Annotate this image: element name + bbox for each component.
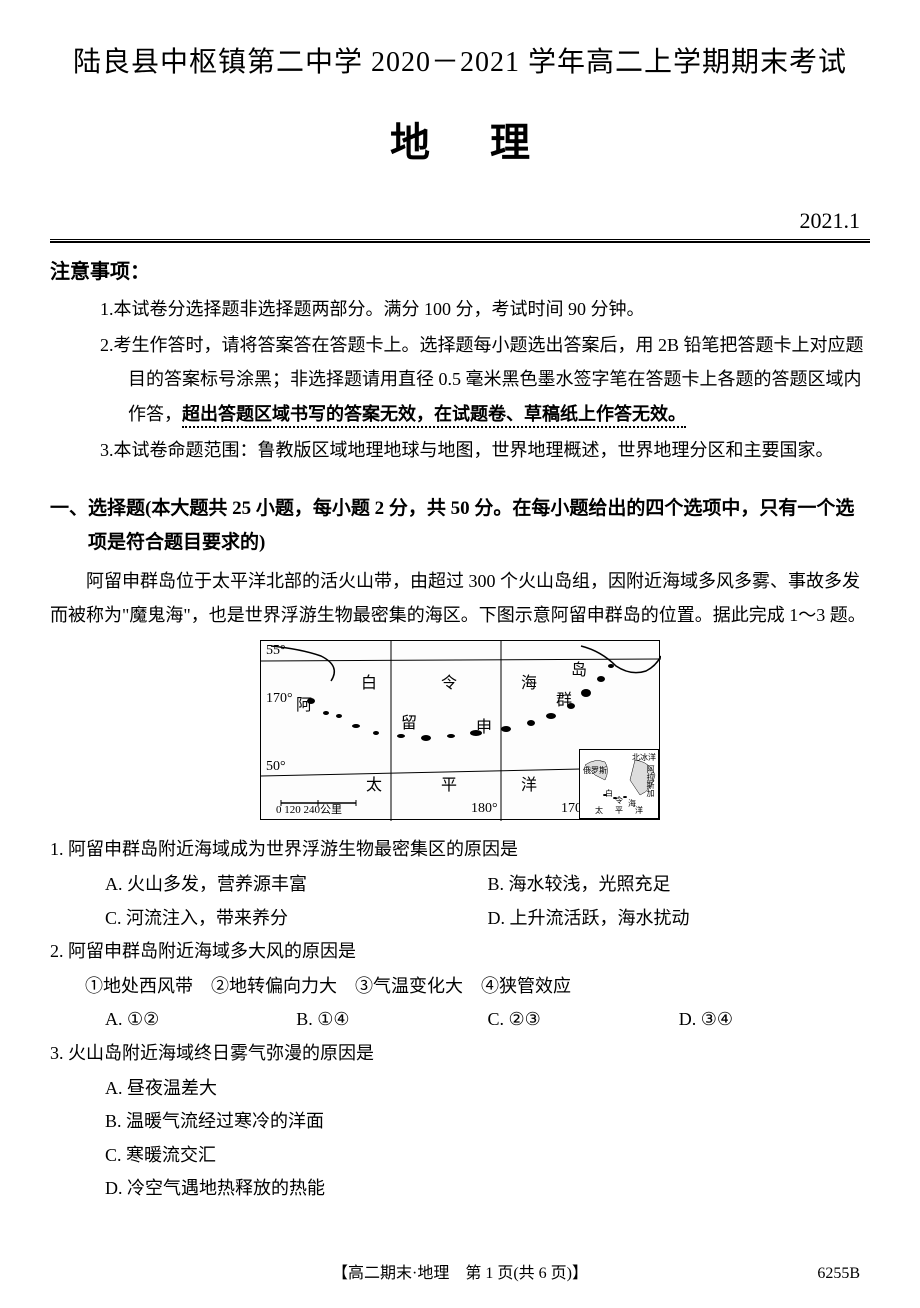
q2-option-c: C. ②③: [488, 1003, 679, 1036]
q1-option-b: B. 海水较浅，光照充足: [488, 868, 871, 901]
page-footer: 【高二期末·地理 第 1 页(共 6 页)】: [0, 1259, 920, 1283]
map-label-a: 阿: [296, 691, 312, 715]
inset-ping: 平: [615, 805, 623, 816]
q3-option-b: B. 温暖气流经过寒冷的洋面: [105, 1105, 870, 1138]
map-label-ling: 令: [441, 669, 457, 693]
q1-option-d: D. 上升流活跃，海水扰动: [488, 902, 871, 935]
map-label-qun: 群: [556, 686, 572, 710]
notice-num: 2.: [100, 335, 114, 355]
map-figure: 55° 170° 50° 180° 170° 白 令 海 阿 留 申 群 岛 太…: [50, 640, 870, 825]
question-2-sub: ①地处西风带 ②地转偏向力大 ③气温变化大 ④狭管效应: [50, 970, 870, 1003]
q3-option-c: C. 寒暖流交汇: [105, 1139, 870, 1172]
notice-item-1: 1.本试卷分选择题非选择题两部分。满分 100 分，考试时间 90 分钟。: [100, 292, 870, 326]
school-title: 陆良县中枢镇第二中学 2020－2021 学年高二上学期期末考试: [50, 40, 870, 80]
q3-option-a: A. 昼夜温差大: [105, 1072, 870, 1105]
map-inset: 北冰洋 俄罗斯 阿拉斯加 白 令 海 太 平 洋: [579, 749, 659, 819]
map-label-liu: 留: [401, 709, 417, 733]
section-1-title: 一、选择题(本大题共 25 小题，每小题 2 分，共 50 分。在每小题给出的四…: [50, 492, 870, 560]
notice-text: 本试卷分选择题非选择题两部分。满分 100 分，考试时间 90 分钟。: [114, 299, 645, 319]
exam-date: 2021.1: [50, 208, 870, 234]
map-lon-180: 180°: [471, 801, 498, 817]
notice-item-3: 3.本试卷命题范围：鲁教版区域地理地球与地图，世界地理概述，世界地理分区和主要国…: [100, 433, 870, 467]
inset-russia: 俄罗斯: [583, 765, 607, 776]
q1-option-c: C. 河流注入，带来养分: [105, 902, 488, 935]
divider-line: [50, 239, 870, 243]
notice-list: 1.本试卷分选择题非选择题两部分。满分 100 分，考试时间 90 分钟。 2.…: [50, 292, 870, 467]
inset-alaska: 阿拉斯加: [645, 765, 656, 797]
question-3-options: A. 昼夜温差大 B. 温暖气流经过寒冷的洋面 C. 寒暖流交汇 D. 冷空气遇…: [50, 1072, 870, 1205]
question-2-stem: 2. 阿留申群岛附近海域多大风的原因是: [50, 935, 870, 968]
map-lat-50: 50°: [266, 759, 286, 775]
question-1-stem: 1. 阿留申群岛附近海域成为世界浮游生物最密集区的原因是: [50, 833, 870, 866]
notice-emphasis: 超出答题区域书写的答案无效，在试题卷、草稿纸上作答无效。: [182, 404, 686, 428]
inset-arctic: 北冰洋: [632, 752, 656, 763]
map-label-ping: 平: [441, 771, 457, 795]
inset-tai: 太: [595, 805, 603, 816]
q2-option-b: B. ①④: [296, 1003, 487, 1036]
map-label-hai: 海: [521, 669, 537, 693]
map-label-yang: 洋: [521, 771, 537, 795]
q1-option-a: A. 火山多发，营养源丰富: [105, 868, 488, 901]
notice-text: 本试卷命题范围：鲁教版区域地理地球与地图，世界地理概述，世界地理分区和主要国家。: [114, 440, 834, 460]
map-scale: 0 120 240公里: [276, 801, 342, 817]
q2-option-d: D. ③④: [679, 1003, 870, 1036]
notice-num: 3.: [100, 440, 114, 460]
map-label-bai: 白: [361, 669, 377, 693]
q2-option-a: A. ①②: [105, 1003, 296, 1036]
notice-item-2: 2.考生作答时，请将答案答在答题卡上。选择题每小题选出答案后，用 2B 铅笔把答…: [100, 328, 870, 431]
question-1-options: A. 火山多发，营养源丰富 B. 海水较浅，光照充足 C. 河流注入，带来养分 …: [50, 868, 870, 935]
passage-text: 阿留申群岛位于太平洋北部的活火山带，由超过 300 个火山岛组，因附近海域多风多…: [50, 565, 870, 632]
footer-code: 6255B: [817, 1265, 860, 1283]
map-label-dao: 岛: [571, 656, 587, 680]
question-2-options: A. ①② B. ①④ C. ②③ D. ③④: [50, 1003, 870, 1036]
inset-bai: 白: [605, 788, 613, 799]
question-3-stem: 3. 火山岛附近海域终日雾气弥漫的原因是: [50, 1037, 870, 1070]
notice-num: 1.: [100, 299, 114, 319]
map-lon-170w: 170°: [266, 691, 293, 707]
q3-option-d: D. 冷空气遇地热释放的热能: [105, 1172, 870, 1205]
map-label-shen: 申: [476, 713, 492, 737]
inset-yang: 洋: [635, 805, 643, 816]
subject-title: 地理: [50, 110, 870, 168]
map-label-tai: 太: [366, 771, 382, 795]
map-box: 55° 170° 50° 180° 170° 白 令 海 阿 留 申 群 岛 太…: [260, 640, 660, 820]
map-lat-55: 55°: [266, 643, 286, 659]
notice-heading: 注意事项：: [50, 255, 870, 284]
